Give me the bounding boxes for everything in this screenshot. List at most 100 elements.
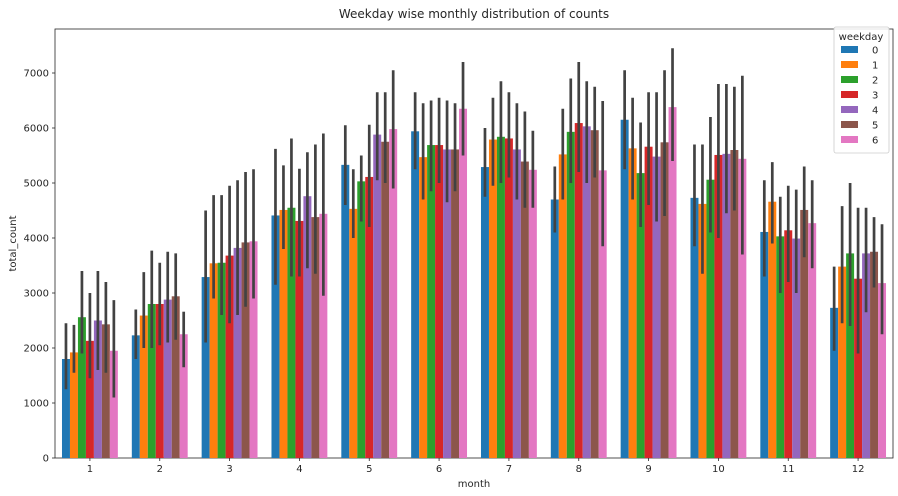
x-axis-title: month xyxy=(458,479,490,490)
bar-month-4-weekday-3 xyxy=(295,220,304,458)
bar-month-3-weekday-3 xyxy=(225,255,234,458)
legend-swatch-1 xyxy=(841,61,858,68)
bar-month-6-weekday-0 xyxy=(411,131,420,459)
x-tick-label: 6 xyxy=(436,464,442,475)
y-axis: 0 1000 2000 3000 4000 5000 6000 7000 xyxy=(24,69,55,465)
bar-month-5-weekday-0 xyxy=(341,164,350,458)
bar-month-11-weekday-4 xyxy=(792,238,801,458)
bar-month-12-weekday-0 xyxy=(830,307,839,458)
y-tick-label: 2000 xyxy=(24,344,49,355)
bar-month-6-weekday-6 xyxy=(459,108,468,458)
bar-month-11-weekday-6 xyxy=(808,223,817,458)
bar-month-11-weekday-2 xyxy=(776,236,785,458)
x-tick-label: 9 xyxy=(645,464,651,475)
bar-month-7-weekday-4 xyxy=(512,149,521,458)
legend-frame xyxy=(833,26,890,154)
bar-month-10-weekday-0 xyxy=(690,197,699,458)
bar-month-7-weekday-0 xyxy=(480,167,489,459)
legend: weekday 0 1 2 3 4 5 6 xyxy=(833,26,890,154)
bar-month-10-weekday-6 xyxy=(738,158,747,459)
legend-swatch-5 xyxy=(841,121,858,128)
bar-month-7-weekday-6 xyxy=(528,169,537,459)
legend-label-5: 5 xyxy=(872,121,878,132)
x-tick-label: 12 xyxy=(852,464,865,475)
bar-month-5-weekday-2 xyxy=(357,181,366,458)
x-tick-label: 10 xyxy=(712,464,725,475)
bar-month-1-weekday-2 xyxy=(77,317,86,458)
bar-month-8-weekday-4 xyxy=(582,126,591,458)
bar-month-7-weekday-5 xyxy=(520,161,529,459)
bar-month-4-weekday-6 xyxy=(319,213,328,458)
y-tick-label: 6000 xyxy=(24,124,49,135)
y-tick-label: 5000 xyxy=(24,179,49,190)
bar-month-7-weekday-3 xyxy=(504,138,513,458)
legend-swatch-2 xyxy=(841,76,858,83)
bar-month-4-weekday-4 xyxy=(303,196,312,458)
bar-month-11-weekday-3 xyxy=(784,230,793,458)
x-tick-label: 11 xyxy=(782,464,795,475)
y-axis-title: total_count xyxy=(8,215,19,271)
bar-month-12-weekday-5 xyxy=(870,251,879,458)
bar-month-2-weekday-3 xyxy=(155,304,164,458)
y-tick-label: 3000 xyxy=(24,289,49,300)
bar-month-3-weekday-5 xyxy=(241,242,250,458)
bar-month-2-weekday-0 xyxy=(131,335,140,458)
x-axis: 1 2 3 4 5 6 7 8 9 10 11 12 xyxy=(87,458,865,475)
x-tick-label: 2 xyxy=(157,464,163,475)
bar-month-2-weekday-5 xyxy=(171,296,180,458)
bar-month-11-weekday-5 xyxy=(800,209,809,458)
bar-month-5-weekday-5 xyxy=(381,141,390,458)
bar-month-5-weekday-4 xyxy=(373,134,382,458)
bar-month-4-weekday-5 xyxy=(311,217,320,458)
legend-label-6: 6 xyxy=(872,136,878,147)
bar-month-10-weekday-3 xyxy=(714,154,723,458)
bar-month-9-weekday-6 xyxy=(668,107,677,458)
bar-month-8-weekday-5 xyxy=(590,130,599,458)
x-tick-label: 1 xyxy=(87,464,93,475)
bar-month-5-weekday-1 xyxy=(349,208,358,458)
bar-month-2-weekday-1 xyxy=(139,315,148,458)
legend-swatch-3 xyxy=(841,91,858,98)
bar-month-6-weekday-5 xyxy=(451,149,460,458)
bar-month-8-weekday-3 xyxy=(574,123,583,459)
bar-month-12-weekday-4 xyxy=(862,253,871,458)
legend-title: weekday xyxy=(839,32,884,43)
x-tick-label: 8 xyxy=(576,464,582,475)
bar-month-8-weekday-1 xyxy=(558,154,567,458)
error-bars-layer xyxy=(64,48,884,398)
bar-month-9-weekday-2 xyxy=(636,173,645,458)
bar-month-5-weekday-3 xyxy=(365,176,374,458)
x-tick-label: 5 xyxy=(366,464,372,475)
bar-month-6-weekday-2 xyxy=(427,145,436,459)
legend-swatch-6 xyxy=(841,136,858,143)
bar-month-3-weekday-4 xyxy=(233,247,242,458)
legend-swatch-4 xyxy=(841,106,858,113)
x-tick-label: 3 xyxy=(226,464,232,475)
bar-month-12-weekday-1 xyxy=(838,266,847,458)
bar-month-5-weekday-6 xyxy=(389,129,398,458)
y-tick-label: 7000 xyxy=(24,69,49,80)
bar-month-2-weekday-2 xyxy=(147,304,156,458)
bar-month-9-weekday-3 xyxy=(644,146,653,458)
bar-month-10-weekday-4 xyxy=(722,153,731,458)
bar-month-1-weekday-3 xyxy=(85,340,94,458)
bar-month-3-weekday-0 xyxy=(201,277,210,458)
bar-month-9-weekday-4 xyxy=(652,156,661,458)
plot-area-frame xyxy=(54,28,894,459)
bar-month-12-weekday-3 xyxy=(854,278,863,458)
y-tick-label: 1000 xyxy=(24,399,49,410)
legend-label-4: 4 xyxy=(872,106,878,117)
bar-month-2-weekday-4 xyxy=(163,299,172,458)
bar-month-4-weekday-2 xyxy=(287,207,296,458)
legend-swatch-0 xyxy=(841,46,858,53)
bar-month-7-weekday-1 xyxy=(488,139,497,459)
bar-month-6-weekday-3 xyxy=(435,145,444,459)
legend-label-3: 3 xyxy=(872,91,878,102)
x-tick-label: 4 xyxy=(296,464,302,475)
bar-month-3-weekday-6 xyxy=(249,241,258,458)
bar-month-10-weekday-5 xyxy=(730,150,739,458)
bar-month-10-weekday-2 xyxy=(706,179,715,458)
bar-month-12-weekday-6 xyxy=(878,283,887,458)
